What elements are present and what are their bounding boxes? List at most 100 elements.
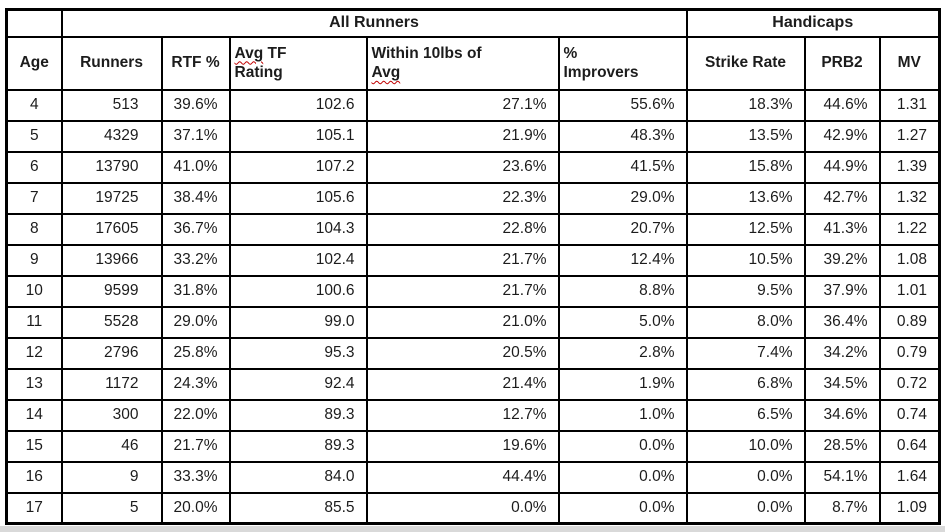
avg-tf-rating-cell: 105.6 xyxy=(228,181,368,215)
rtf-pct-cell: 33.2% xyxy=(160,243,231,277)
pct-improvers-cell: 48.3% xyxy=(557,119,688,153)
column-header-avg-tf-rating: Avg TF Rating xyxy=(228,35,368,91)
avg-tf-rating-cell: 85.5 xyxy=(228,491,368,525)
within-10lbs-cell: 27.1% xyxy=(365,88,560,122)
table-row: 9 13966 33.2% 102.4 21.7% 12.4% 10.5% 39… xyxy=(5,243,941,277)
rtf-pct-cell: 22.0% xyxy=(160,398,231,432)
strike-rate-cell: 7.4% xyxy=(685,336,806,370)
pct-improvers-cell: 29.0% xyxy=(557,181,688,215)
column-header-mv: MV xyxy=(878,35,941,91)
avg-tf-rating-cell: 100.6 xyxy=(228,274,368,308)
mv-cell: 0.89 xyxy=(878,305,941,339)
avg-tf-rating-cell: 107.2 xyxy=(228,150,368,184)
within-10lbs-cell: 21.9% xyxy=(365,119,560,153)
prb2-cell: 8.7% xyxy=(803,491,881,525)
column-header-row: Age Runners RTF % Avg TF Rating Within 10… xyxy=(5,35,941,91)
group-header-all-runners: All Runners xyxy=(60,8,688,38)
prb2-cell: 54.1% xyxy=(803,460,881,494)
column-header-within-10lbs: Within 10lbs of Avg xyxy=(365,35,560,91)
runners-cell: 1172 xyxy=(60,367,163,401)
table-row: 5 4329 37.1% 105.1 21.9% 48.3% 13.5% 42.… xyxy=(5,119,941,153)
within-10lbs-cell: 44.4% xyxy=(365,460,560,494)
pct-improvers-cell: 1.9% xyxy=(557,367,688,401)
prb2-cell: 44.9% xyxy=(803,150,881,184)
strike-rate-cell: 0.0% xyxy=(685,460,806,494)
column-header-pct-improvers: % Improvers xyxy=(557,35,688,91)
strike-rate-cell: 18.3% xyxy=(685,88,806,122)
pct-improvers-cell: 12.4% xyxy=(557,243,688,277)
runners-cell: 5 xyxy=(60,491,163,525)
table-row: 11 5528 29.0% 99.0 21.0% 5.0% 8.0% 36.4%… xyxy=(5,305,941,339)
pct-improvers-cell: 2.8% xyxy=(557,336,688,370)
strike-rate-cell: 9.5% xyxy=(685,274,806,308)
pct-improvers-cell: 0.0% xyxy=(557,429,688,463)
age-cell: 5 xyxy=(5,119,63,153)
avg-tf-header-rest: TF xyxy=(263,44,287,62)
prb2-cell: 34.6% xyxy=(803,398,881,432)
prb2-cell: 37.9% xyxy=(803,274,881,308)
prb2-cell: 41.3% xyxy=(803,212,881,246)
strike-rate-cell: 10.0% xyxy=(685,429,806,463)
avg-tf-rating-cell: 99.0 xyxy=(228,305,368,339)
mv-cell: 0.74 xyxy=(878,398,941,432)
within-10lbs-cell: 21.7% xyxy=(365,243,560,277)
within-10lbs-cell: 12.7% xyxy=(365,398,560,432)
pct-improvers-cell: 55.6% xyxy=(557,88,688,122)
table-row: 16 9 33.3% 84.0 44.4% 0.0% 0.0% 54.1% 1.… xyxy=(5,460,941,494)
within-10lbs-cell: 0.0% xyxy=(365,491,560,525)
runners-cell: 19725 xyxy=(60,181,163,215)
age-cell: 10 xyxy=(5,274,63,308)
avg-tf-rating-cell: 89.3 xyxy=(228,429,368,463)
column-header-strike-rate: Strike Rate xyxy=(685,35,806,91)
strike-rate-cell: 6.8% xyxy=(685,367,806,401)
rtf-pct-cell: 39.6% xyxy=(160,88,231,122)
mv-cell: 1.32 xyxy=(878,181,941,215)
avg-tf-rating-cell: 102.4 xyxy=(228,243,368,277)
strike-rate-cell: 8.0% xyxy=(685,305,806,339)
table-row: 14 300 22.0% 89.3 12.7% 1.0% 6.5% 34.6% … xyxy=(5,398,941,432)
mv-cell: 1.31 xyxy=(878,88,941,122)
misspelled-word-avg-2: Avg xyxy=(371,64,401,81)
age-cell: 13 xyxy=(5,367,63,401)
pct-improvers-cell: 41.5% xyxy=(557,150,688,184)
rtf-pct-cell: 36.7% xyxy=(160,212,231,246)
avg-tf-rating-cell: 89.3 xyxy=(228,398,368,432)
pct-improvers-cell: 1.0% xyxy=(557,398,688,432)
rtf-pct-cell: 24.3% xyxy=(160,367,231,401)
strike-rate-cell: 12.5% xyxy=(685,212,806,246)
mv-cell: 0.64 xyxy=(878,429,941,463)
table-row: 15 46 21.7% 89.3 19.6% 0.0% 10.0% 28.5% … xyxy=(5,429,941,463)
mv-cell: 1.64 xyxy=(878,460,941,494)
prb2-cell: 44.6% xyxy=(803,88,881,122)
prb2-cell: 42.7% xyxy=(803,181,881,215)
column-header-age: Age xyxy=(5,35,63,91)
within-10lbs-cell: 22.3% xyxy=(365,181,560,215)
runners-cell: 5528 xyxy=(60,305,163,339)
mv-cell: 1.09 xyxy=(878,491,941,525)
improvers-header-line1: % xyxy=(563,44,578,62)
strike-rate-cell: 13.6% xyxy=(685,181,806,215)
age-cell: 8 xyxy=(5,212,63,246)
age-cell: 14 xyxy=(5,398,63,432)
strike-rate-cell: 6.5% xyxy=(685,398,806,432)
pct-improvers-cell: 8.8% xyxy=(557,274,688,308)
avg-tf-rating-cell: 104.3 xyxy=(228,212,368,246)
within-10lbs-cell: 21.0% xyxy=(365,305,560,339)
prb2-cell: 34.5% xyxy=(803,367,881,401)
rtf-pct-cell: 20.0% xyxy=(160,491,231,525)
rtf-pct-cell: 38.4% xyxy=(160,181,231,215)
table-row: 4 513 39.6% 102.6 27.1% 55.6% 18.3% 44.6… xyxy=(5,88,941,122)
corner-cell xyxy=(5,8,63,38)
table-row: 8 17605 36.7% 104.3 22.8% 20.7% 12.5% 41… xyxy=(5,212,941,246)
mv-cell: 0.72 xyxy=(878,367,941,401)
runners-cell: 46 xyxy=(60,429,163,463)
within-10lbs-cell: 21.4% xyxy=(365,367,560,401)
age-cell: 4 xyxy=(5,88,63,122)
runners-cell: 9599 xyxy=(60,274,163,308)
age-cell: 6 xyxy=(5,150,63,184)
group-header-row: All Runners Handicaps xyxy=(5,8,941,38)
age-cell: 15 xyxy=(5,429,63,463)
pct-improvers-cell: 5.0% xyxy=(557,305,688,339)
within-10lbs-cell: 20.5% xyxy=(365,336,560,370)
mv-cell: 1.22 xyxy=(878,212,941,246)
